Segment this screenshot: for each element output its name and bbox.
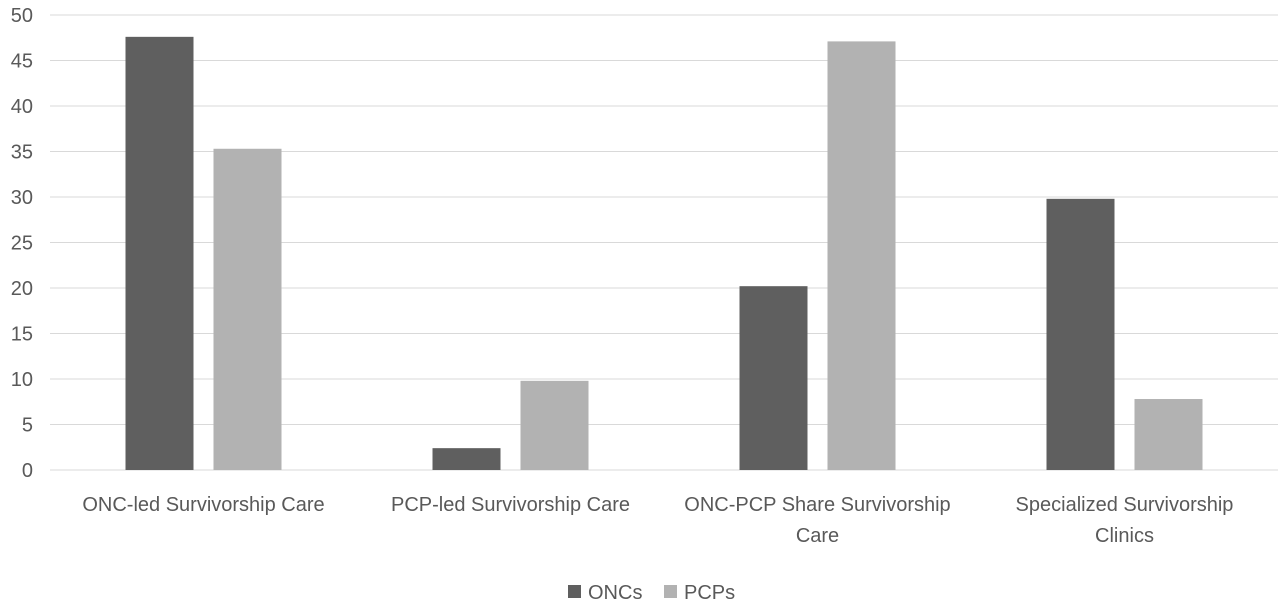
y-tick-label: 5: [22, 415, 33, 437]
bar-oncs-2: [739, 286, 808, 470]
x-category-label: ONC-led Survivorship Care: [82, 494, 324, 516]
y-tick-label: 20: [11, 278, 33, 300]
x-category-label: Clinics: [1095, 525, 1154, 547]
y-tick-label: 50: [11, 5, 33, 27]
bar-pcps-3: [1134, 399, 1203, 470]
bar-pcps-1: [520, 380, 589, 470]
bar-pcps-2: [827, 41, 896, 470]
y-tick-label: 40: [11, 96, 33, 118]
y-tick-label: 25: [11, 233, 33, 255]
bar-oncs-0: [125, 36, 194, 471]
y-tick-label: 45: [11, 51, 33, 73]
x-category-label: ONC-PCP Share Survivorship: [684, 494, 950, 516]
y-tick-label: 0: [22, 460, 33, 482]
y-axis-tick-labels: 0 5 10 15 20 25 30 35 40 45 50: [11, 5, 33, 482]
y-tick-label: 15: [11, 324, 33, 346]
y-tick-label: 35: [11, 142, 33, 164]
legend-swatch-oncs: [568, 585, 581, 598]
bar-oncs-1: [432, 448, 501, 470]
legend-swatch-pcps: [664, 585, 677, 598]
y-tick-label: 10: [11, 369, 33, 391]
x-axis-category-labels: ONC-led Survivorship Care PCP-led Survivo…: [82, 494, 1233, 547]
legend-label-oncs: ONCs: [588, 582, 642, 604]
legend: ONCs PCPs: [568, 582, 735, 604]
x-category-label: Care: [796, 525, 839, 547]
bars: [125, 36, 1203, 471]
x-category-label: Specialized Survivorship: [1016, 494, 1234, 516]
bar-oncs-3: [1046, 198, 1115, 470]
y-tick-label: 30: [11, 187, 33, 209]
legend-label-pcps: PCPs: [684, 582, 735, 604]
bar-pcps-0: [213, 148, 282, 470]
x-category-label: PCP-led Survivorship Care: [391, 494, 630, 516]
